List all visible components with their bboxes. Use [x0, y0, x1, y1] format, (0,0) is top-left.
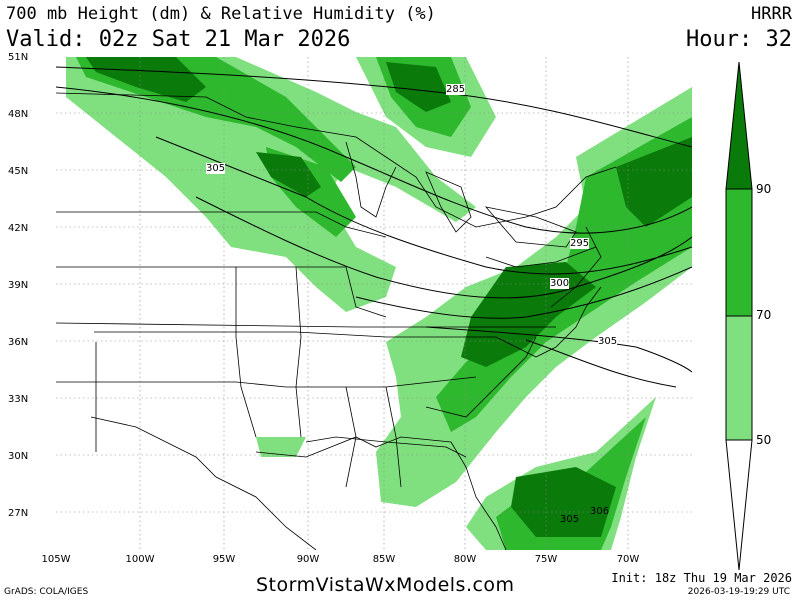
contour-label: 295: [570, 238, 590, 249]
rh-colorbar: [725, 62, 753, 570]
forecast-hour: Hour: 32: [686, 27, 792, 52]
lat-label: 30N: [8, 451, 29, 462]
lat-label: 51N: [8, 52, 29, 63]
grads-credit: GrADS: COLA/IGES: [4, 587, 89, 597]
colorbar-label: 50: [756, 433, 772, 447]
site-watermark: StormVistaWxModels.com: [256, 574, 515, 596]
lat-label: 33N: [8, 394, 29, 405]
lat-label: 45N: [8, 166, 29, 177]
lon-label: 85W: [372, 554, 396, 565]
lat-label: 39N: [8, 280, 29, 291]
colorbar-label: 90: [756, 182, 772, 196]
rh-90-shading: [86, 57, 692, 537]
valid-time: Valid: 02z Sat 21 Mar 2026: [6, 27, 351, 52]
contour-label: 285: [446, 84, 466, 95]
contour-label: 305: [206, 163, 226, 174]
chart-title: 700 mb Height (dm) & Relative Humidity (…: [6, 4, 436, 24]
graticule: [56, 57, 692, 550]
contour-label: 306: [590, 506, 610, 517]
colorbar-label: 70: [756, 308, 772, 322]
boundaries: [56, 92, 617, 550]
weather-map: [56, 57, 692, 550]
contour-label: 305: [560, 514, 580, 525]
init-time: Init: 18z Thu 19 Mar 2026: [611, 571, 792, 585]
model-name: HRRR: [751, 4, 792, 24]
contour-label: 300: [550, 278, 570, 289]
lat-label: 36N: [8, 337, 29, 348]
contour-label: 305: [598, 336, 618, 347]
lon-label: 95W: [212, 554, 236, 565]
lon-label: 80W: [453, 554, 477, 565]
generated-time: 2026-03-19-19:29 UTC: [687, 587, 790, 597]
lat-label: 42N: [8, 223, 29, 234]
height-contours: [56, 66, 692, 388]
lon-label: 105W: [41, 554, 71, 565]
lon-label: 75W: [534, 554, 558, 565]
lon-label: 90W: [296, 554, 320, 565]
lon-label: 70W: [616, 554, 640, 565]
lat-label: 48N: [8, 109, 29, 120]
lon-label: 100W: [125, 554, 155, 565]
lat-label: 27N: [8, 508, 29, 519]
